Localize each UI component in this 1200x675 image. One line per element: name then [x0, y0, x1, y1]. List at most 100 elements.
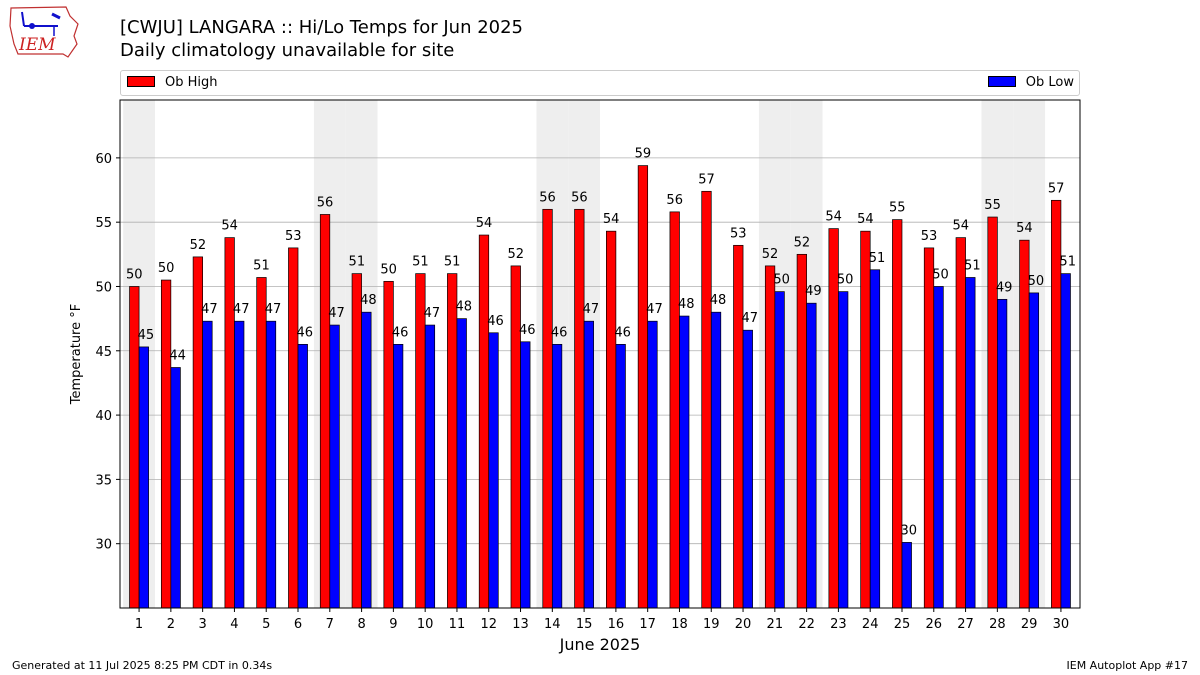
bar-high-day-28	[987, 216, 998, 609]
x-tick-label-21: 21	[767, 617, 784, 632]
x-tick-label-18: 18	[671, 617, 688, 632]
legend-label-low: Ob Low	[1025, 75, 1074, 90]
bar-high-day-13	[510, 265, 521, 609]
bar-low-day-10	[424, 324, 436, 609]
label-low-day-8: 48	[360, 293, 377, 308]
x-tick-label-9: 9	[389, 617, 397, 632]
bar-low-day-5	[265, 320, 277, 609]
chart-subtitle: Daily climatology unavailable for site	[120, 40, 455, 61]
x-tick-label-30: 30	[1053, 617, 1070, 632]
label-high-day-12: 54	[476, 216, 493, 231]
label-low-day-28: 49	[996, 280, 1013, 295]
legend-item-high: Ob High	[127, 75, 218, 90]
weekend-shade-day-15	[568, 100, 600, 608]
y-tick-label-60: 60	[95, 152, 112, 167]
bar-low-day-28	[997, 298, 1008, 609]
label-high-day-10: 51	[412, 255, 429, 270]
label-low-day-4: 47	[233, 302, 250, 317]
x-tick-label-23: 23	[830, 617, 847, 632]
label-low-day-25: 30	[900, 523, 917, 538]
y-tick-label-30: 30	[95, 538, 112, 553]
label-low-day-22: 49	[805, 284, 822, 299]
label-low-day-17: 47	[646, 302, 663, 317]
bar-high-day-1	[129, 286, 140, 609]
x-tick-label-10: 10	[417, 617, 434, 632]
bar-high-day-21	[764, 265, 776, 609]
bar-low-day-8	[361, 311, 372, 609]
label-low-day-5: 47	[265, 302, 282, 317]
weekend-shade-day-21	[758, 100, 791, 608]
legend-swatch-high	[127, 76, 155, 87]
weekend-shading	[123, 100, 1046, 608]
bar-high-day-15	[574, 208, 585, 609]
bar-low-day-20	[742, 329, 753, 609]
label-high-day-2: 50	[158, 261, 175, 276]
label-low-day-6: 46	[297, 325, 314, 340]
bar-high-day-27	[955, 237, 966, 609]
bar-low-day-17	[647, 320, 658, 609]
x-tick-label-7: 7	[326, 617, 334, 632]
label-low-day-27: 51	[964, 258, 981, 273]
label-low-day-14: 46	[551, 325, 568, 340]
bar-high-day-18	[669, 211, 680, 609]
weekend-shade-day-1	[123, 100, 155, 608]
weekend-shade-day-7	[313, 100, 346, 608]
weekend-shade-day-28	[981, 100, 1014, 608]
label-low-day-13: 46	[519, 323, 536, 338]
chart-title: [CWJU] LANGARA :: Hi/Lo Temps for Jun 20…	[120, 17, 524, 38]
data-labels: 50 45 50 44 52 47 54 47 51 47 53 46 56 47 51 48 50 46 51 47…	[126, 147, 1076, 539]
bar-low-day-13	[520, 341, 531, 609]
bar-low-day-23	[838, 291, 849, 609]
bar-low-day-4	[234, 320, 245, 609]
label-low-day-9: 46	[392, 325, 409, 340]
label-high-day-25: 55	[889, 201, 906, 216]
label-high-day-14: 56	[539, 190, 556, 205]
label-low-day-7: 47	[328, 306, 345, 321]
bar-high-day-12	[478, 234, 490, 609]
label-low-day-10: 47	[424, 306, 441, 321]
x-tick-label-12: 12	[480, 617, 497, 632]
x-tick-label-29: 29	[1021, 617, 1038, 632]
x-tick-label-2: 2	[167, 617, 175, 632]
label-low-day-18: 48	[678, 297, 695, 312]
x-tick-label-1: 1	[135, 617, 143, 632]
label-high-day-23: 54	[825, 210, 842, 225]
gridlines	[120, 157, 1080, 545]
x-tick-label-13: 13	[512, 617, 529, 632]
label-high-day-28: 55	[984, 198, 1001, 213]
label-low-day-11: 48	[455, 300, 472, 315]
bar-low-day-25	[901, 542, 912, 609]
bar-low-day-2	[170, 367, 181, 609]
label-low-day-19: 48	[710, 293, 727, 308]
x-tick-label-26: 26	[926, 617, 943, 632]
bar-high-day-14	[542, 208, 553, 609]
label-high-day-21: 52	[762, 247, 779, 262]
weekend-shade-day-14	[536, 100, 569, 608]
label-high-day-9: 50	[380, 262, 397, 277]
bar-high-day-7	[319, 214, 331, 609]
x-tick-label-19: 19	[703, 617, 720, 632]
label-high-day-6: 53	[285, 229, 302, 244]
bar-high-day-9	[383, 280, 394, 609]
app-credit: IEM Autoplot App #17	[1066, 659, 1189, 672]
label-low-day-2: 44	[169, 349, 186, 364]
label-high-day-15: 56	[571, 190, 588, 205]
label-high-day-20: 53	[730, 226, 747, 241]
legend-item-low: Ob Low	[987, 75, 1074, 90]
bar-high-day-11	[447, 273, 458, 609]
bar-low-day-26	[933, 286, 944, 609]
label-low-day-24: 51	[869, 251, 886, 266]
bar-low-day-27	[965, 277, 976, 609]
x-tick-label-11: 11	[449, 617, 466, 632]
x-tick-label-8: 8	[357, 617, 365, 632]
bar-low-day-12	[488, 332, 499, 609]
bar-low-day-6	[297, 344, 308, 609]
bar-low-day-18	[679, 315, 690, 609]
logo-text: IEM	[18, 35, 56, 55]
label-high-day-24: 54	[857, 212, 874, 227]
y-tick-label-50: 50	[95, 280, 112, 295]
y-tick-label-55: 55	[95, 216, 112, 231]
bar-high-day-5	[256, 277, 267, 609]
label-high-day-16: 54	[603, 212, 620, 227]
